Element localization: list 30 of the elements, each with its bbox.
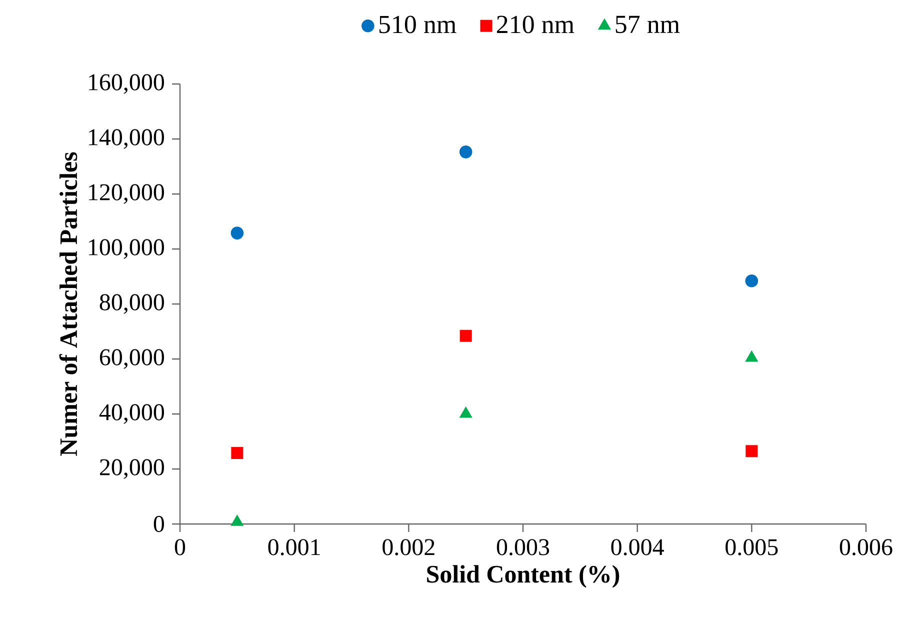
point: [230, 226, 244, 240]
point: [745, 350, 758, 362]
x-tick-label: 0.002: [382, 539, 434, 556]
point: [231, 447, 244, 460]
point: [459, 146, 472, 158]
legend-label: 57 nm: [616, 16, 680, 34]
x-axis-title: Solid Content (%): [427, 565, 620, 588]
y-tick-label: 140,000: [89, 129, 164, 149]
x-tick-label: 0.005: [726, 539, 778, 556]
y-tick-label: 20,000: [100, 459, 164, 479]
x-tick-label: 0: [174, 539, 186, 556]
legend-label: 210 nm: [496, 16, 574, 34]
y-tick-label: 80,000: [100, 294, 164, 314]
point: [460, 330, 472, 342]
y-tick-label: 60,000: [100, 349, 164, 369]
legend-label: 510 nm: [379, 16, 456, 34]
y-tick-label: 120,000: [89, 184, 164, 204]
x-tick-label: 0.004: [611, 539, 664, 556]
point: [460, 406, 472, 418]
x-tick-label: 0.006: [840, 539, 892, 556]
y-tick-label: 0: [154, 516, 164, 532]
point: [746, 445, 758, 458]
y-axis-title: Numer of Attached Particles: [59, 152, 78, 456]
y-tick-label: 160,000: [89, 74, 164, 94]
x-tick-label: 0.003: [496, 539, 550, 556]
y-tick-label: 40,000: [99, 404, 164, 424]
x-tick-label: 0.001: [268, 539, 320, 556]
point: [745, 274, 758, 288]
point: [230, 514, 244, 526]
y-tick-label: 100,000: [89, 239, 164, 259]
